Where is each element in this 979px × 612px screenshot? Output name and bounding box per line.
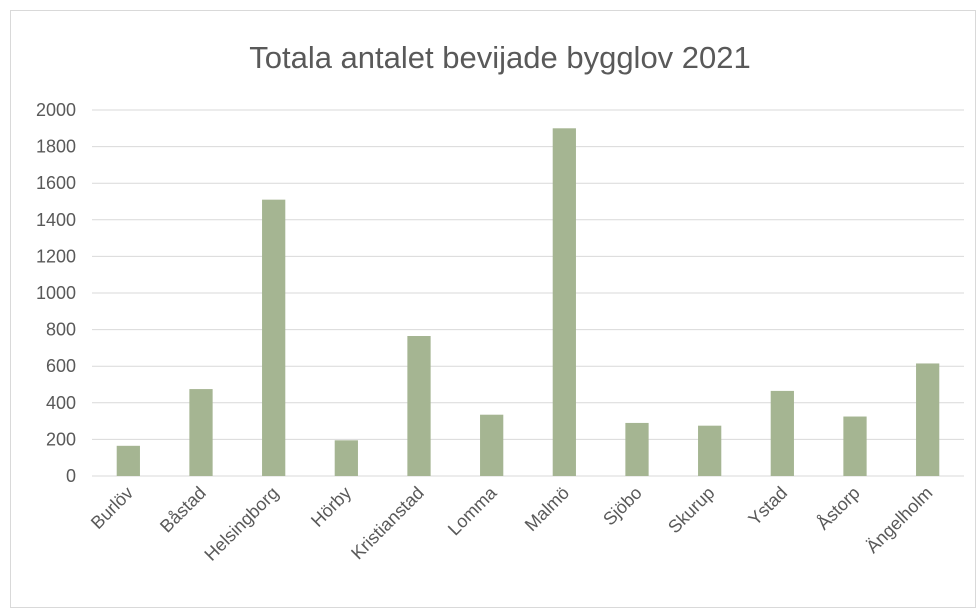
bar — [334, 440, 358, 476]
gridlines — [92, 109, 964, 477]
bar — [843, 416, 867, 476]
x-tick-label: Lomma — [444, 482, 501, 539]
chart-title: Totala antalet bevijade bygglov 2021 — [249, 40, 751, 75]
x-tick-label: Burlöv — [87, 483, 137, 533]
y-tick-label: 1000 — [36, 283, 76, 303]
y-axis-ticks: 0 200 400 600 800 1000 1200 1400 1600 1800 2000 — [36, 100, 76, 486]
x-tick-label: Åstorp — [813, 483, 864, 534]
bar — [916, 363, 940, 476]
x-tick-label: Ystad — [744, 483, 791, 530]
bar — [480, 414, 504, 476]
bars — [116, 128, 940, 477]
y-tick-label: 1400 — [36, 210, 76, 230]
x-tick-label: Sjöbo — [599, 483, 646, 530]
y-tick-label: 0 — [66, 466, 76, 486]
y-tick-label: 400 — [46, 393, 76, 413]
x-tick-label: Malmö — [521, 483, 573, 535]
x-tick-label: Kristianstad — [347, 483, 428, 564]
y-tick-label: 800 — [46, 320, 76, 340]
x-tick-label: Båstad — [156, 483, 210, 537]
bar — [189, 389, 213, 476]
y-tick-label: 1200 — [36, 246, 76, 266]
y-tick-label: 1800 — [36, 137, 76, 157]
x-tick-label: Skurup — [664, 483, 718, 537]
y-tick-label: 200 — [46, 429, 76, 449]
x-tick-label: Ängelholm — [862, 483, 936, 557]
x-tick-label: Hörby — [307, 483, 355, 531]
bar — [625, 422, 649, 476]
y-tick-label: 600 — [46, 356, 76, 376]
bar — [262, 199, 286, 477]
bar — [407, 336, 431, 476]
y-tick-label: 1600 — [36, 173, 76, 193]
y-tick-label: 2000 — [36, 100, 76, 120]
bar — [770, 390, 794, 476]
bar — [116, 445, 140, 476]
x-tick-label: Helsingborg — [200, 483, 282, 565]
bar — [698, 425, 722, 476]
bar — [552, 128, 576, 477]
